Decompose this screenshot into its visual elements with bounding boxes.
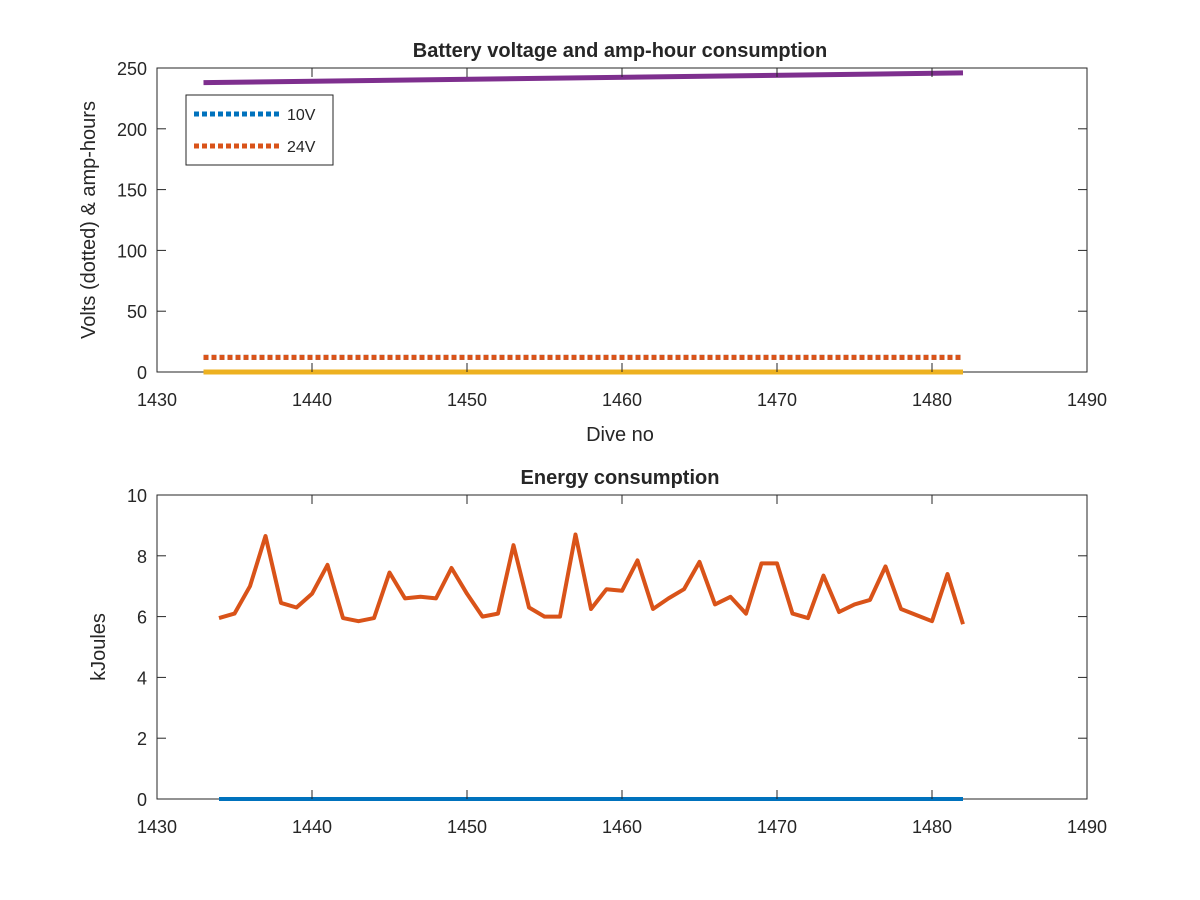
battery-xtick-label-4: 1470: [757, 390, 797, 410]
energy-ytick-label-0: 0: [137, 790, 147, 810]
energy-xtick-label-0: 1430: [137, 817, 177, 837]
energy-ytick-label-3: 6: [137, 608, 147, 628]
battery-xtick-label-5: 1480: [912, 390, 952, 410]
energy-xtick-label-5: 1480: [912, 817, 952, 837]
energy-xtick-label-1: 1440: [292, 817, 332, 837]
legend-label-24v: 24V: [287, 139, 316, 156]
series-group-battery: [203, 70, 964, 375]
chart-title-battery: Battery voltage and amp-hour consumption: [413, 40, 827, 62]
energy-ytick-label-2: 4: [137, 668, 147, 688]
energy-xtick-label-2: 1450: [447, 817, 487, 837]
energy-ytick-label-1: 2: [137, 729, 147, 749]
battery-xtick-label-2: 1450: [447, 390, 487, 410]
energy-ytick-label-5: 10: [127, 486, 147, 506]
battery-series-3-line: [203, 70, 964, 86]
battery-ytick-label-0: 0: [137, 363, 147, 383]
y-axis-label-battery: Volts (dotted) & amp-hours: [78, 101, 100, 339]
energy-series-1-line: [218, 532, 965, 625]
axes-box-energy: [156, 494, 1088, 800]
battery-xtick-label-6: 1490: [1067, 390, 1107, 410]
battery-xtick-label-0: 1430: [137, 390, 177, 410]
energy-ytick-label-4: 8: [137, 547, 147, 567]
battery-xtick-label-1: 1440: [292, 390, 332, 410]
battery-ytick-label-2: 100: [117, 241, 147, 261]
battery-xtick-label-3: 1460: [602, 390, 642, 410]
battery-ytick-label-1: 50: [127, 302, 147, 322]
legend[interactable]: 10V 24V: [185, 94, 334, 166]
battery-ytick-label-5: 250: [117, 59, 147, 79]
x-axis-label-battery: Dive no: [586, 424, 654, 446]
ticks-battery: 1430 1440 1450 1460 1470 1480 1490 0 50 100 150 200…: [117, 59, 1107, 410]
energy-xtick-label-6: 1490: [1067, 817, 1107, 837]
energy-xtick-label-3: 1460: [602, 817, 642, 837]
battery-ytick-label-3: 150: [117, 181, 147, 201]
chart-title-energy: Energy consumption: [521, 467, 720, 489]
plot-battery: 1430 1440 1450 1460 1470 1480 1490 0 50 100 150 200…: [78, 40, 1107, 446]
y-axis-label-energy: kJoules: [88, 613, 110, 681]
battery-ytick-label-4: 200: [117, 120, 147, 140]
ticks-energy: 1430 1440 1450 1460 1470 1480 1490 0 2 4 6 8 10: [127, 486, 1107, 837]
legend-label-10v: 10V: [287, 107, 316, 124]
energy-xtick-label-4: 1470: [757, 817, 797, 837]
legend-box: [185, 94, 334, 166]
plot-energy: 1430 1440 1450 1460 1470 1480 1490 0 2 4 6 8 10 Ener…: [88, 467, 1107, 837]
series-group-energy: [218, 532, 965, 801]
